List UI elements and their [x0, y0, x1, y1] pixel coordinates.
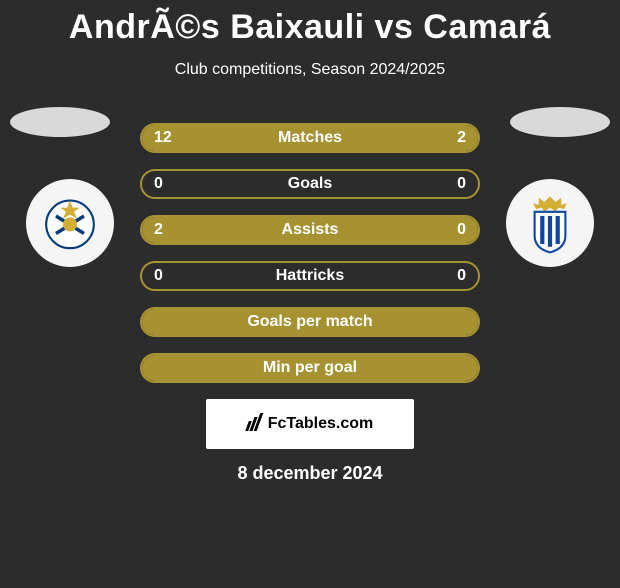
stat-bars: Matches122Goals00Assists20Hattricks00Goa…: [140, 107, 480, 383]
stat-label: Min per goal: [142, 359, 478, 377]
recreativo-icon: [515, 188, 585, 258]
stat-row: Matches12 2: [140, 123, 480, 153]
club-crest-right: [506, 179, 594, 267]
stat-label: Goals per match: [142, 313, 478, 331]
stat-value-left: 0: [154, 267, 163, 285]
stat-label: Goals: [142, 175, 478, 193]
page-title: AndrÃ©s Baixauli vs Camará: [0, 8, 620, 47]
logo-text: FcTables.com: [268, 415, 374, 433]
stat-row: Hattricks0 0: [140, 261, 480, 291]
club-crest-left: [26, 179, 114, 267]
stat-value-left: 12: [154, 129, 172, 147]
stat-value-left: 0: [154, 175, 163, 193]
stat-label: Assists: [142, 221, 478, 239]
date-text: 8 december 2024: [0, 463, 620, 484]
stat-row: Goals0 0: [140, 169, 480, 199]
logo-stripes-icon: [247, 413, 262, 436]
stat-row: Assists2 0: [140, 215, 480, 245]
stat-value-left: 2: [154, 221, 163, 239]
stat-label: Matches: [142, 129, 478, 147]
subtitle: Club competitions, Season 2024/2025: [0, 61, 620, 79]
stat-value-right: 0: [457, 267, 466, 285]
player-photo-placeholder-left: [10, 107, 110, 137]
stat-row: Min per goal: [140, 353, 480, 383]
stat-value-right: 0: [457, 175, 466, 193]
stat-value-right: 2: [457, 129, 466, 147]
player-photo-placeholder-right: [510, 107, 610, 137]
stat-value-right: 0: [457, 221, 466, 239]
stat-row: Goals per match: [140, 307, 480, 337]
fctables-logo: FcTables.com: [206, 399, 414, 449]
real-madrid-icon: [35, 188, 105, 258]
stat-label: Hattricks: [142, 267, 478, 285]
comparison-area: Matches122Goals00Assists20Hattricks00Goa…: [0, 107, 620, 383]
